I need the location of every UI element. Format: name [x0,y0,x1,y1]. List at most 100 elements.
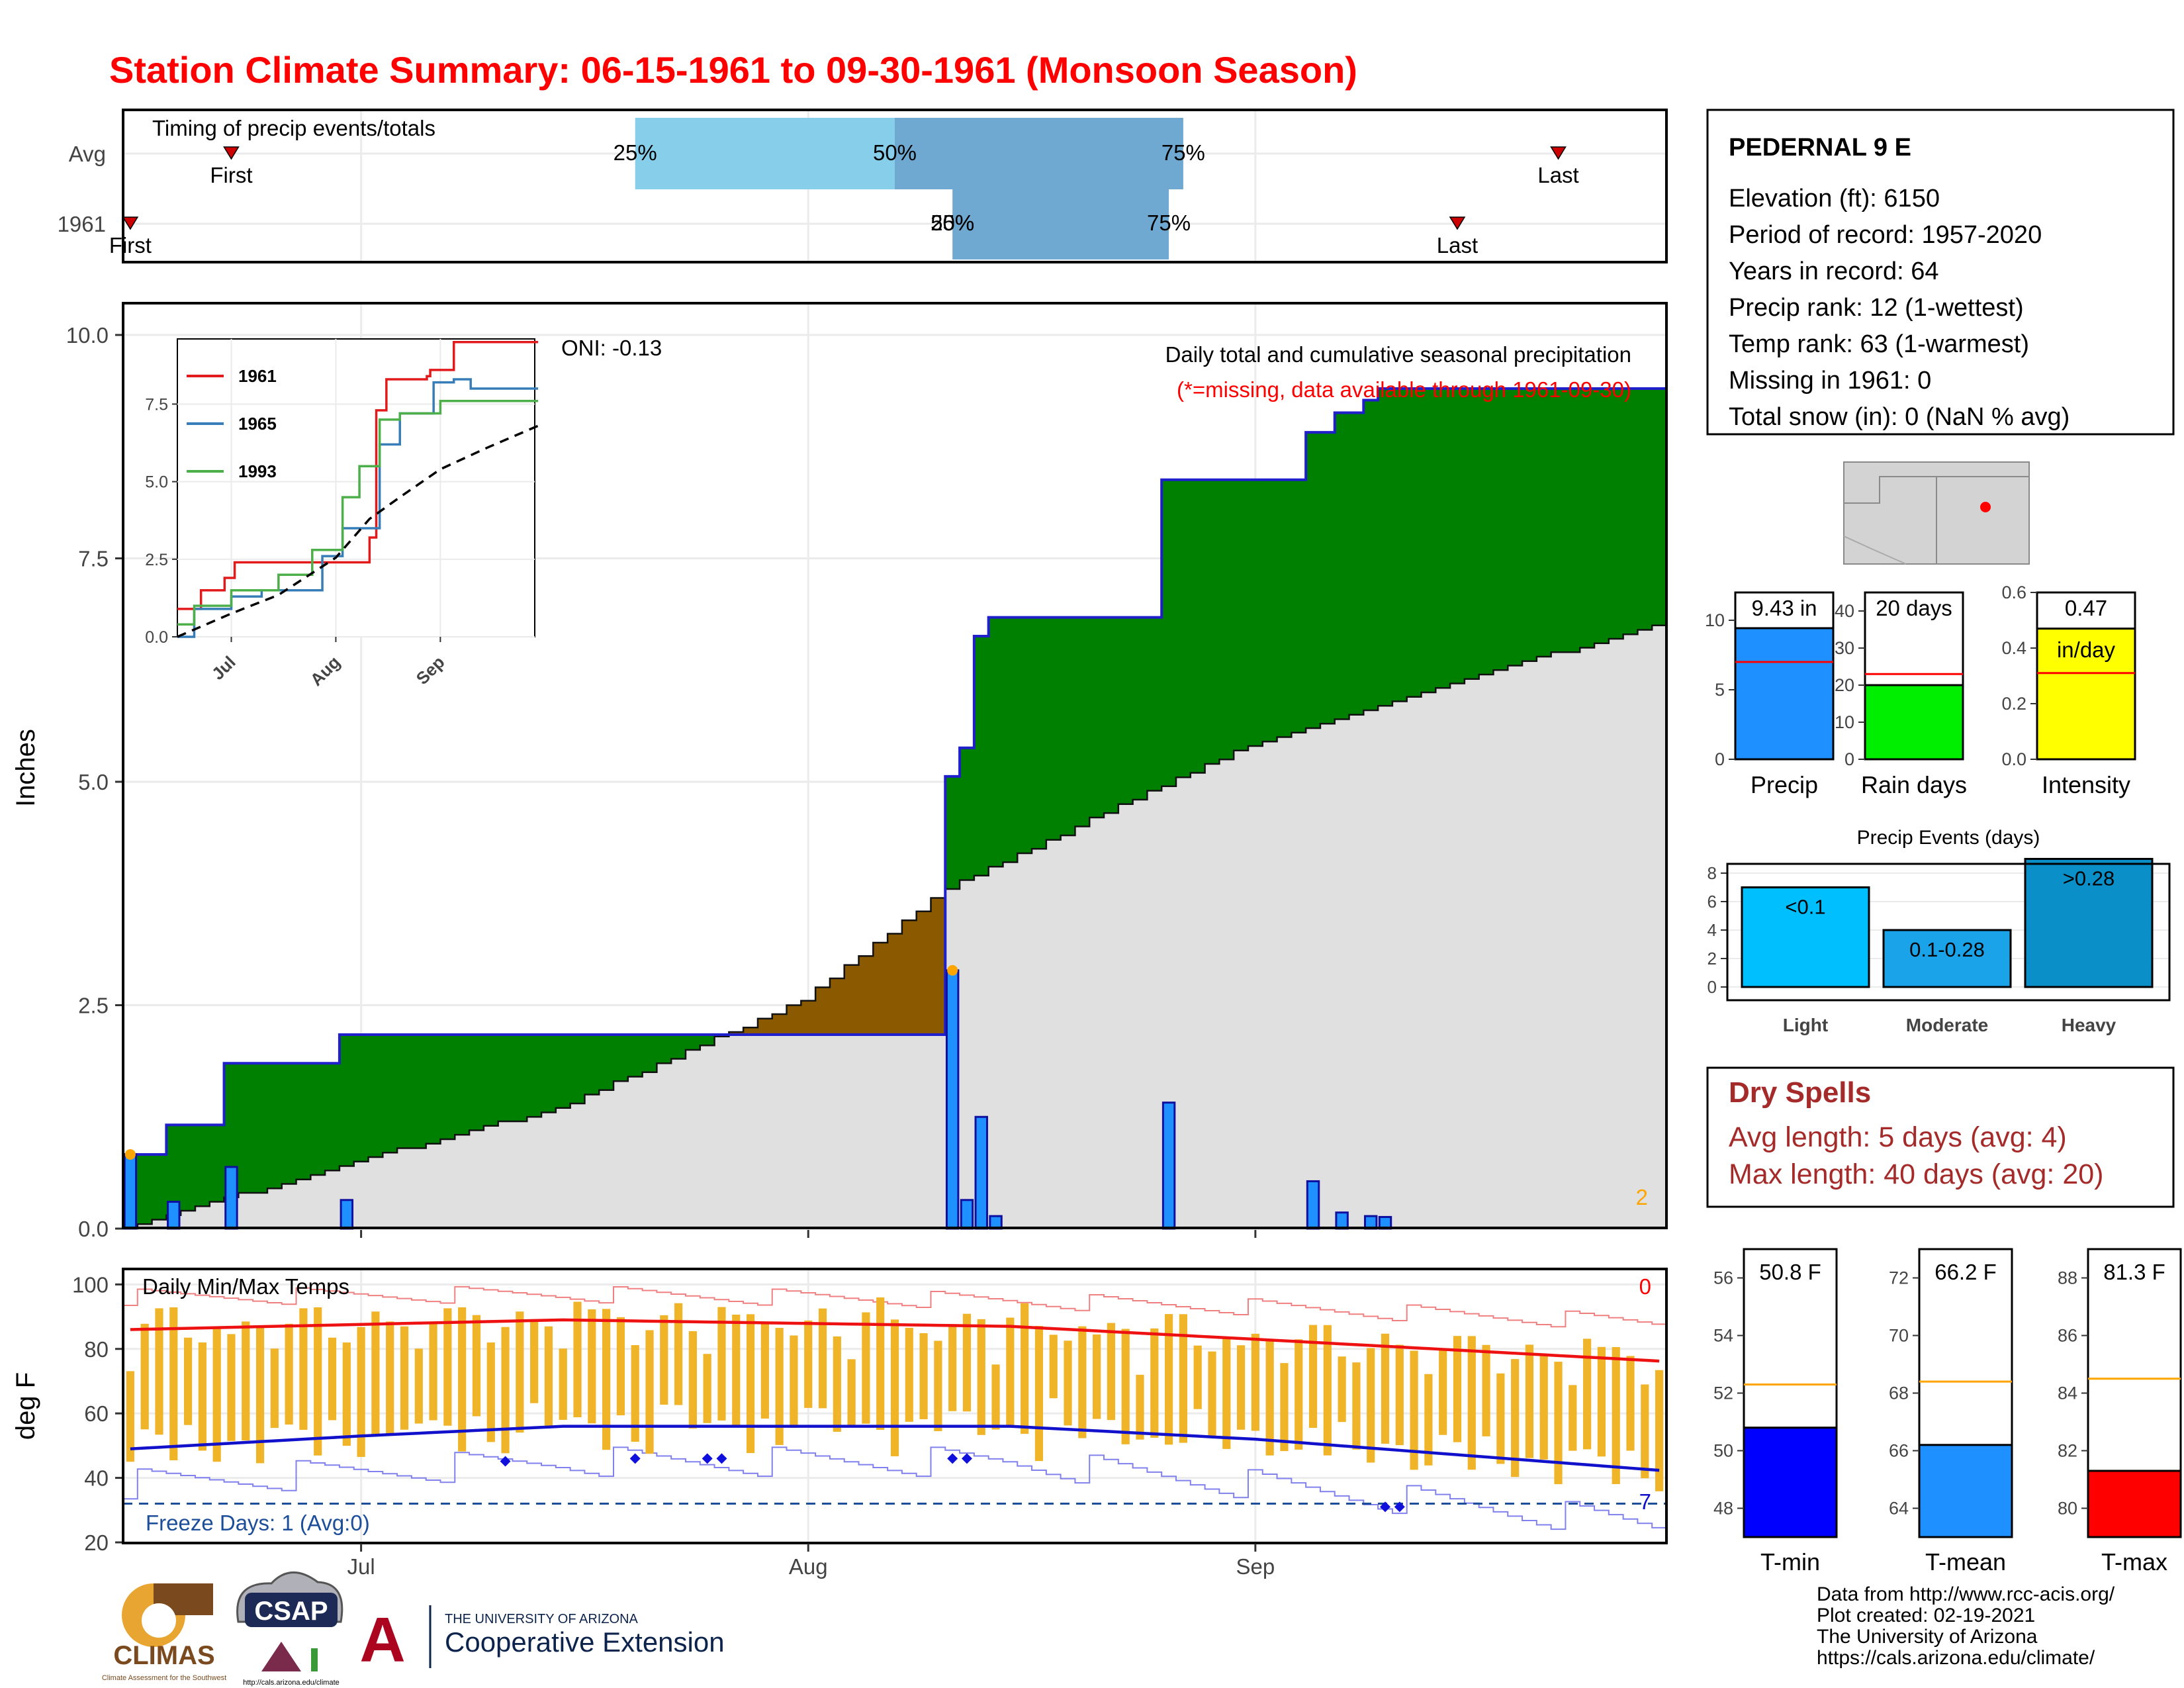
timing-last-label: Last [1537,163,1578,187]
daily-temp-bar [371,1311,380,1436]
avg-fill-column [1623,634,1639,1229]
avg-fill-column [411,1148,427,1229]
daily-temp-bar [400,1326,409,1430]
avg-fill-column [512,1121,527,1229]
daily-temp-bar [1193,1345,1202,1409]
summary-ytick-label: 0 [1715,749,1725,769]
avg-fill-column [599,1090,614,1229]
daily-temp-bar [775,1327,784,1445]
below-avg-fill [829,978,845,1035]
above-avg-fill [1132,617,1148,800]
locator-map-border [1843,536,1907,565]
avg-fill-column [1536,657,1552,1229]
daily-temp-bar [486,1342,495,1442]
avg-fill-column [1060,835,1076,1229]
daily-temp-bar [544,1326,553,1427]
daily-temp-bar [299,1308,308,1430]
daily-temp-bar [1453,1336,1462,1442]
daily-temp-bar [227,1334,236,1441]
above-avg-fill [397,1035,412,1149]
above-avg-fill [1306,432,1321,728]
above-avg-fill [1248,479,1263,746]
record-min-marker [1380,1501,1391,1513]
above-avg-fill [1479,389,1494,675]
avg-fill-column [671,1058,686,1229]
summary-bar-name: Precip [1751,771,1818,798]
above-avg-fill [1234,479,1249,751]
temp-summary-ytick-label: 48 [1713,1499,1733,1519]
avg-min-line [130,1425,1660,1472]
above-avg-fill [426,1035,441,1144]
avg-fill-column [1349,714,1364,1229]
avg-fill-column [426,1143,441,1229]
daily-temp-bar [198,1342,206,1451]
station-info-line: Temp rank: 63 (1-warmest) [1729,330,2029,358]
above-avg-fill [1060,617,1076,835]
record-min-marker [702,1453,713,1464]
daily-temp-bar [1352,1362,1361,1450]
summary-bar [1734,627,1835,761]
timing-pct-25: 25% [931,211,974,235]
above-avg-fill [1378,389,1393,706]
daily-temp-bar [1482,1344,1490,1436]
avg-fill-column [397,1148,412,1229]
above-avg-fill [700,1035,715,1046]
record-min-marker [716,1453,727,1464]
timing-pct-75: 75% [1147,211,1191,235]
temp-ylabel: deg F [11,1372,40,1440]
temp-summary-ytick-label: 52 [1713,1383,1733,1403]
daily-temp-bar [876,1297,885,1430]
avg-fill-column [440,1139,455,1229]
above-avg-fill [325,1063,340,1171]
avg-fill-column [1363,710,1379,1229]
daily-temp-bar [631,1345,639,1442]
avg-fill-column [1406,696,1422,1229]
above-avg-fill [1205,479,1220,764]
above-avg-fill [498,1035,514,1121]
above-avg-fill [411,1035,427,1149]
avg-fill-column [685,1050,701,1229]
avg-fill-column [238,1193,253,1229]
events-category-label: Light [1783,1015,1828,1035]
events-ytick-label: 2 [1707,949,1717,968]
avg-fill-column [383,1152,398,1229]
csap-logo-url: http://cals.arizona.edu/climate [243,1679,340,1687]
avg-fill-column [1306,728,1321,1229]
above-avg-fill [1464,389,1480,679]
above-avg-fill [1291,479,1306,733]
station-location-dot [1980,502,1991,512]
daily-temp-bar [386,1321,394,1436]
avg-fill-column [757,1035,773,1229]
avg-fill-column [1248,746,1263,1229]
avg-fill-column [772,1035,788,1229]
avg-fill-column [195,1206,210,1229]
avg-fill-column [873,1035,888,1229]
climas-logo-subtext: Climate Assessment for the Southwest [102,1674,226,1682]
timing-pct-50: 50% [873,140,917,165]
avg-cumulative-line [123,624,1666,1230]
above-avg-fill [238,1063,253,1193]
above-avg-fill [1363,400,1379,710]
main-ytick-label: 0.0 [78,1217,109,1241]
station-name: PEDERNAL 9 E [1729,134,1911,162]
summary-ytick-label: 0.2 [2001,694,2026,714]
above-avg-fill [1536,389,1552,657]
avg-fill-column [181,1211,196,1229]
daily-temp-bar [645,1330,654,1454]
above-avg-fill [1219,479,1234,760]
temp-top-missing: 0 [1639,1274,1651,1299]
avg-fill-column [1032,849,1047,1229]
daily-temp-bar [660,1315,668,1405]
daily-temp-bar [1338,1356,1346,1423]
main-ytick-label: 7.5 [78,547,109,571]
station-info-box [1706,109,2175,436]
daily-temp-bar [919,1333,928,1419]
above-avg-fill [945,776,960,889]
events-ytick-label: 6 [1707,892,1717,912]
avg-fill-column [353,1161,369,1229]
avg-fill-column [1277,737,1292,1229]
temp-summary-value: 66.2 F [1934,1260,1997,1284]
above-avg-fill [296,1063,311,1180]
daily-temp-bar [1395,1344,1404,1446]
